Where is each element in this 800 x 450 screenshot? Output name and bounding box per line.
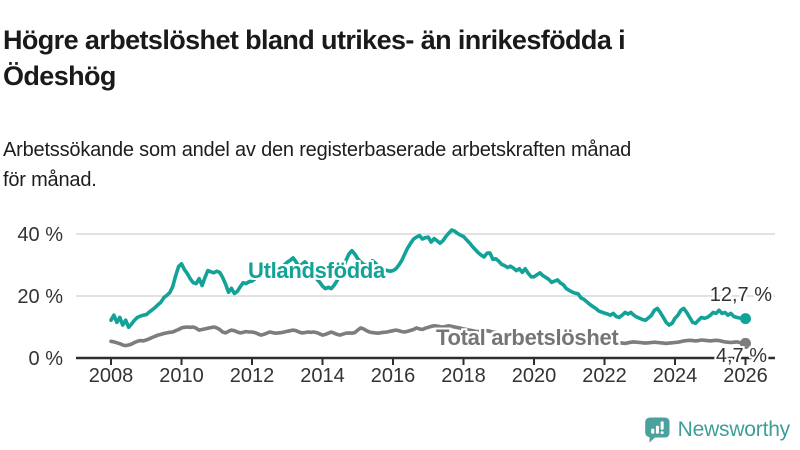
- newsworthy-bubble-chart-icon: [644, 416, 671, 444]
- newsworthy-wordmark: Newsworthy: [677, 418, 791, 441]
- svg-text:2010: 2010: [159, 365, 204, 387]
- page-title: Högre arbetslöshet bland utrikes- än inr…: [3, 25, 626, 92]
- series-label-total-arbetsloshet: Total arbetslöshet: [436, 325, 619, 350]
- svg-text:2024: 2024: [653, 365, 698, 387]
- svg-text:2022: 2022: [582, 365, 627, 387]
- svg-text:2012: 2012: [230, 365, 275, 387]
- svg-text:2008: 2008: [89, 365, 134, 387]
- newsworthy-logo[interactable]: Newsworthy: [644, 415, 790, 445]
- svg-text:0 %: 0 %: [29, 348, 64, 370]
- svg-text:40 %: 40 %: [17, 224, 63, 246]
- svg-text:20 %: 20 %: [17, 286, 63, 308]
- svg-text:2014: 2014: [300, 365, 345, 387]
- end-value-total-arbetsloshet: 4,7 %: [715, 345, 767, 367]
- svg-text:2020: 2020: [512, 365, 557, 387]
- svg-text:2026: 2026: [723, 365, 768, 387]
- svg-text:2016: 2016: [371, 365, 416, 387]
- page-subtitle: Arbetssökande som andel av den registerb…: [3, 139, 632, 191]
- end-value-utlandsfodda: 12,7 %: [709, 284, 772, 306]
- svg-text:2018: 2018: [441, 365, 486, 387]
- series-label-utlandsfodda: Utlandsfödda: [248, 258, 385, 283]
